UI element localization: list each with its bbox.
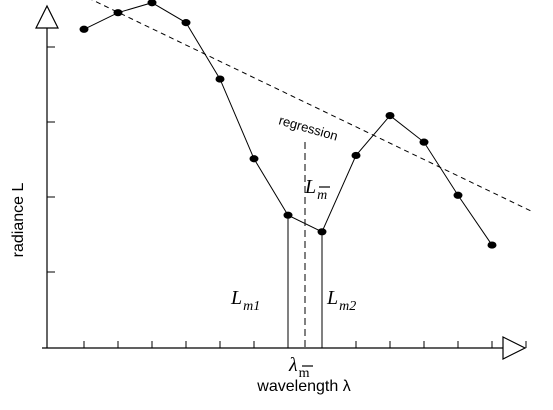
label-L-m-bar: Lm xyxy=(304,176,327,203)
x-ticks xyxy=(83,341,527,348)
data-point xyxy=(181,19,191,27)
y-axis-arrow xyxy=(35,4,59,29)
label-L-m2: Lm2 xyxy=(326,287,356,314)
label-L-m1-base: L xyxy=(230,287,242,309)
label-L-m-bar-sub: m xyxy=(317,188,327,203)
label-lambda-m-bar: λm xyxy=(288,354,310,381)
regression-label: regression xyxy=(277,112,339,143)
data-point xyxy=(283,211,293,219)
data-point xyxy=(351,151,361,160)
data-point xyxy=(453,191,463,199)
label-L-m-bar-base: L xyxy=(304,176,316,198)
data-point xyxy=(147,0,157,7)
label-lambda-m-bar-base: λ xyxy=(288,354,298,376)
data-point xyxy=(215,75,225,83)
regression-line xyxy=(91,0,534,213)
label-L-m1-sub: m1 xyxy=(243,299,260,314)
y-ticks xyxy=(47,46,55,273)
label-L-m2-base: L xyxy=(326,287,338,309)
axes xyxy=(35,4,527,360)
data-point xyxy=(113,9,123,17)
x-axis-arrow xyxy=(502,336,527,360)
data-point xyxy=(317,228,327,236)
data-point xyxy=(419,138,429,146)
y-axis-label: radiance L xyxy=(10,183,27,258)
label-lambda-m-bar-sub: m xyxy=(299,366,310,381)
label-L-m2-sub: m2 xyxy=(339,299,356,314)
data-point xyxy=(385,112,395,120)
data-point xyxy=(79,25,89,33)
guide-lines xyxy=(287,142,323,348)
x-axis-label: wavelength λ xyxy=(256,378,350,395)
label-L-m1: Lm1 xyxy=(230,287,260,314)
data-point xyxy=(249,155,259,163)
data-point xyxy=(487,241,497,249)
data-points xyxy=(79,0,497,249)
